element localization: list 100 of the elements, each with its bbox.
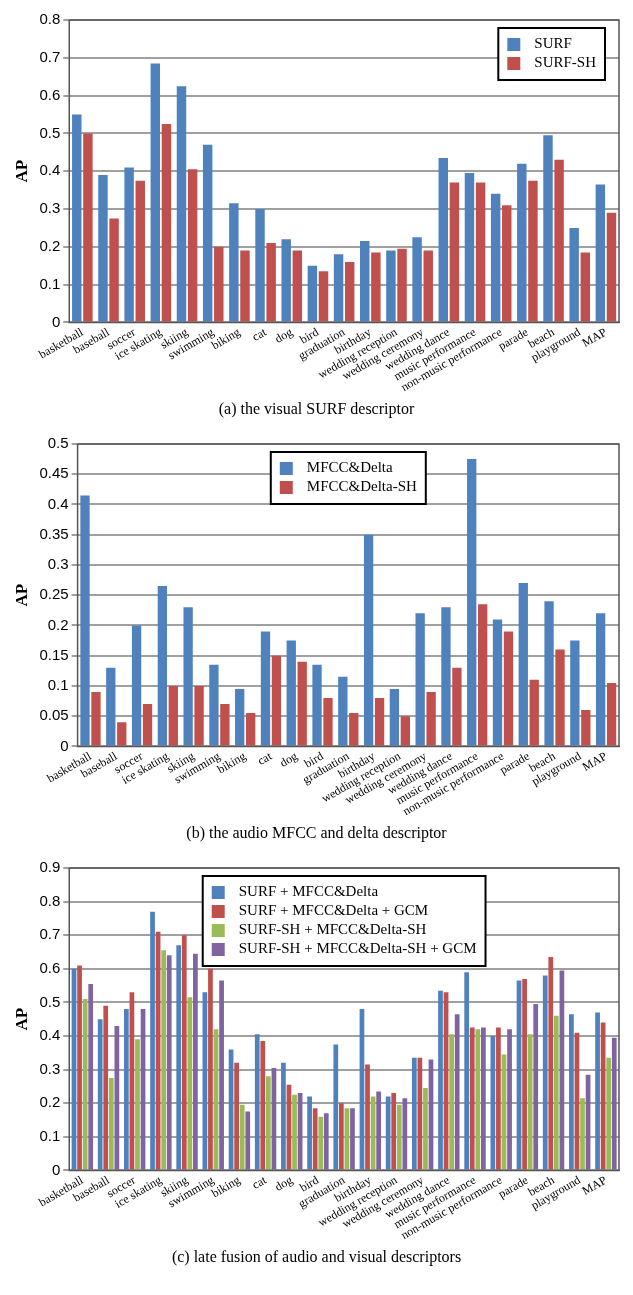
y-tick-label: 0.35 [39, 524, 69, 542]
bar [271, 655, 282, 746]
bar [606, 212, 617, 322]
bar [569, 227, 579, 322]
bar [606, 1057, 612, 1170]
y-tick-label: 0.2 [39, 1093, 61, 1111]
bar [187, 997, 193, 1170]
bar [400, 716, 410, 746]
bar [91, 691, 101, 746]
y-tick-label: 0.5 [39, 992, 61, 1010]
bar [475, 1029, 481, 1170]
bar [365, 1064, 370, 1170]
y-tick-label: 0.5 [39, 123, 61, 141]
bar [423, 1088, 428, 1170]
bar [423, 250, 433, 322]
bar [527, 1034, 533, 1170]
bar [503, 631, 514, 746]
y-axis-title: AP [11, 1007, 31, 1031]
bar [135, 180, 145, 322]
bar [109, 218, 119, 322]
legend-label: SURF-SH [534, 54, 597, 71]
bar [150, 63, 161, 322]
y-tick-label: 0.1 [47, 676, 69, 694]
bar [555, 649, 565, 746]
bar [266, 243, 276, 322]
bar [161, 123, 172, 322]
bar [297, 661, 307, 746]
bar [449, 1034, 454, 1170]
bar [281, 239, 291, 322]
y-tick-label: 0.8 [39, 10, 61, 28]
y-tick-label: 0.15 [39, 645, 69, 663]
bar [286, 640, 296, 746]
bar [318, 1116, 324, 1170]
y-tick-label: 0.8 [39, 891, 61, 909]
bar [385, 1096, 391, 1170]
y-tick-label: 0.3 [39, 199, 61, 217]
text: (a) the visual SURF descriptor [217, 400, 416, 418]
bar [312, 664, 322, 746]
y-tick-label: 0.05 [39, 706, 69, 724]
bar [580, 1098, 585, 1170]
bar [123, 1009, 129, 1170]
bar [157, 586, 168, 746]
bar [219, 980, 224, 1170]
bar [454, 1014, 460, 1170]
bar [426, 691, 436, 746]
y-tick-label: 0 [60, 736, 69, 754]
bar [312, 1108, 318, 1170]
bar [464, 173, 475, 322]
bar [338, 676, 348, 746]
bar [507, 1029, 512, 1170]
x-tick-label: dog [272, 1172, 295, 1194]
bar [88, 983, 94, 1170]
y-axis-title: AP [11, 583, 31, 607]
bar [181, 935, 187, 1170]
bar [522, 978, 527, 1170]
y-tick-label: 0 [51, 312, 61, 330]
y-tick-label: 0.1 [39, 1126, 61, 1144]
bar [260, 631, 271, 746]
bar [333, 1044, 339, 1170]
bar [581, 710, 591, 746]
bar [415, 613, 425, 746]
text: (b) the audio MFCC and delta descriptor [185, 824, 448, 842]
bar [176, 86, 187, 322]
legend-label: MFCC&Delta [306, 459, 393, 476]
bar [528, 180, 538, 322]
bar [553, 1015, 559, 1170]
bar [168, 685, 178, 746]
bar [80, 495, 90, 746]
bar [396, 1104, 402, 1170]
bar [349, 713, 359, 746]
bar [161, 950, 167, 1170]
bar [350, 1108, 355, 1170]
bar [374, 698, 385, 746]
bar [412, 237, 422, 322]
text: (c) late fusion of audio and visual descriptors [170, 1248, 463, 1266]
bar [544, 601, 554, 746]
y-tick-label: 0.7 [39, 47, 61, 65]
bar [595, 1012, 600, 1170]
bar [254, 1034, 260, 1170]
bar [292, 1094, 297, 1170]
y-tick-label: 0.4 [39, 161, 61, 179]
x-tick-label: cat [249, 1172, 270, 1192]
bar [166, 955, 172, 1170]
bar [344, 261, 355, 322]
bar [117, 722, 127, 746]
legend-label: SURF + MFCC&Delta [238, 883, 379, 900]
bar [135, 1039, 140, 1170]
bar [208, 968, 213, 1170]
bar [234, 1062, 239, 1170]
legend-label: MFCC&Delta-SH [306, 478, 417, 495]
bar [72, 114, 82, 322]
bar [307, 265, 318, 322]
bar [150, 911, 155, 1170]
bar [108, 1077, 114, 1170]
bar [214, 246, 224, 322]
bar [402, 1098, 408, 1170]
y-tick-label: 0.4 [47, 494, 69, 512]
bar [529, 679, 539, 746]
y-tick-label: 0.25 [39, 585, 69, 603]
bar [103, 1005, 109, 1170]
